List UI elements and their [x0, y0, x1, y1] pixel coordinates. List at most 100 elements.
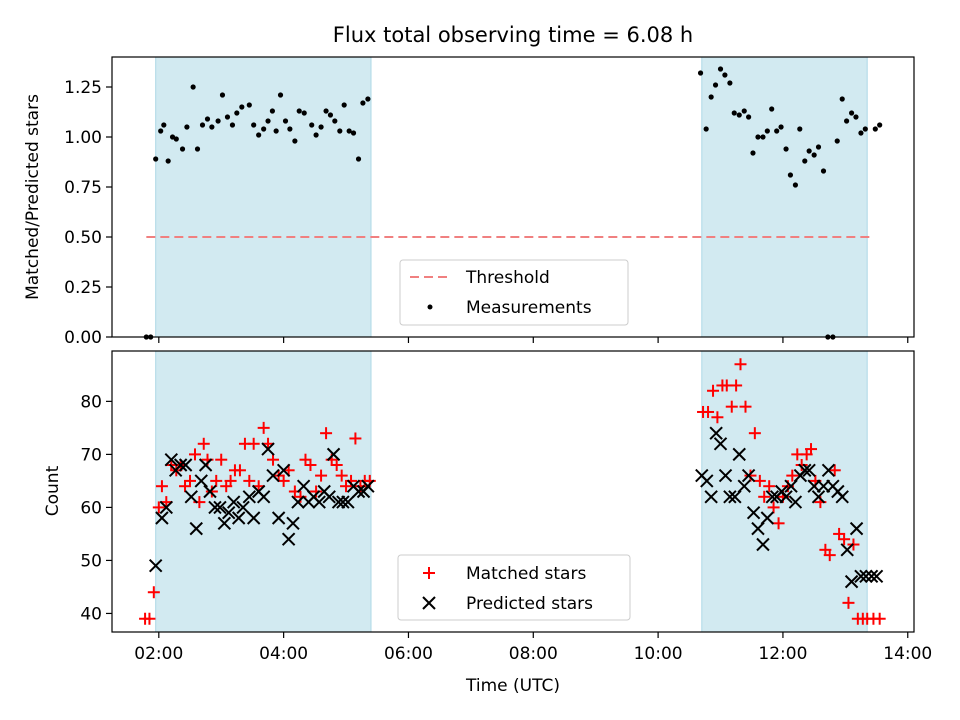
predicted-star-marker — [286, 516, 300, 531]
marker-stroke — [178, 458, 193, 472]
measurement-point — [350, 130, 357, 136]
measurement-point — [332, 118, 338, 124]
measurement-point — [727, 80, 733, 86]
bottom-plot-frame — [111, 350, 915, 633]
y-tick-label: 80 — [80, 392, 102, 412]
matched-star-marker — [805, 443, 818, 456]
x-tick-label: 10:00 — [634, 644, 683, 664]
predicted-star-marker — [864, 569, 879, 584]
y-tick-label: 70 — [80, 445, 102, 465]
predicted-star-marker — [718, 468, 733, 483]
measurement-point — [179, 146, 186, 152]
measurement-point — [717, 66, 724, 72]
measurement-point — [318, 124, 324, 130]
marker-stroke — [208, 500, 222, 515]
predicted-star-marker — [859, 569, 873, 584]
measurement-point — [301, 110, 307, 116]
measurement-point — [797, 126, 803, 132]
matched-star-marker — [795, 458, 808, 471]
measurement-point — [755, 134, 761, 140]
measurement-point — [750, 150, 756, 156]
measurement-point — [853, 114, 859, 120]
measurement-point — [341, 102, 347, 108]
x-axis-label: Time (UTC) — [465, 676, 560, 696]
y-tick-label: 60 — [80, 498, 102, 518]
y-tick-label: 0.00 — [64, 328, 102, 348]
predicted-star-marker — [164, 452, 178, 467]
matched-star-marker — [734, 358, 747, 371]
predicted-star-marker — [266, 468, 280, 483]
predicted-star-marker — [296, 479, 311, 493]
shaded-region — [155, 56, 372, 338]
marker-stroke — [312, 495, 326, 509]
matched-star-marker — [730, 379, 743, 392]
predicted-star-marker — [178, 458, 193, 472]
predicted-star-marker — [361, 479, 375, 493]
marker-stroke — [236, 500, 250, 515]
measurement-point — [839, 96, 845, 102]
measurement-point — [327, 112, 334, 118]
measurement-point — [792, 182, 799, 188]
predicted-star-marker — [704, 490, 718, 504]
matched-star-marker — [155, 480, 168, 493]
marker-stroke — [159, 500, 174, 515]
matched-star-marker — [711, 411, 724, 424]
measurement-point — [292, 138, 298, 144]
bottom-legend: Matched stars Predicted stars — [397, 554, 631, 621]
predicted-star-marker — [351, 484, 366, 499]
matched-star-marker — [725, 400, 738, 413]
predicted-star-marker — [246, 511, 261, 525]
matched-star-marker — [315, 469, 328, 482]
matched-star-marker — [224, 474, 237, 487]
predicted-star-marker — [821, 463, 836, 477]
marker-stroke — [779, 490, 793, 504]
matched-star-marker — [330, 458, 343, 471]
measurement-point — [778, 124, 784, 130]
predicted-star-marker — [242, 490, 257, 504]
measurement-point — [313, 132, 319, 138]
matched-star-marker — [786, 469, 799, 482]
measurement-point — [365, 96, 371, 102]
marker-stroke — [765, 490, 780, 504]
predicted-star-marker — [741, 468, 756, 483]
measurement-point — [872, 126, 878, 132]
marker-stroke — [291, 495, 305, 509]
predicted-star-marker — [312, 495, 326, 509]
measurement-point — [199, 122, 206, 128]
marker-stroke — [276, 463, 291, 477]
bottom-legend-box — [397, 554, 631, 621]
predicted-star-marker — [713, 437, 728, 451]
measurement-point — [764, 128, 770, 134]
marker-stroke — [746, 506, 761, 520]
predicted-star-marker — [213, 500, 227, 515]
marker-stroke — [709, 426, 723, 440]
predicted-star-marker — [189, 521, 203, 536]
top-legend-box — [399, 259, 629, 326]
predicted-star-marker — [746, 506, 761, 520]
matched-star-marker — [320, 427, 333, 440]
matched-star-marker — [838, 533, 851, 546]
matched-star-marker — [243, 474, 256, 487]
matched-star-marker — [184, 474, 197, 487]
matched-star-marker — [349, 432, 362, 445]
predicted-star-marker — [849, 521, 864, 536]
marker-stroke — [213, 500, 227, 515]
marker-stroke — [821, 463, 836, 477]
marker-stroke — [322, 490, 336, 504]
marker-stroke — [271, 511, 286, 525]
matched-star-marker — [753, 474, 766, 487]
matched-star-marker — [763, 480, 776, 493]
shaded-region — [155, 350, 372, 633]
measurement-point — [731, 110, 737, 116]
predicted-star-marker — [341, 495, 355, 509]
marker-stroke — [203, 484, 217, 499]
measurement-point — [769, 106, 775, 112]
measurement-point — [806, 148, 812, 154]
marker-stroke — [198, 458, 213, 472]
top-legend: Threshold Measurements — [399, 259, 629, 326]
matched-star-marker — [304, 458, 317, 471]
matched-star-marker — [147, 586, 160, 599]
predicted-star-marker — [184, 490, 198, 504]
marker-stroke — [286, 516, 300, 531]
marker-stroke — [732, 447, 746, 462]
